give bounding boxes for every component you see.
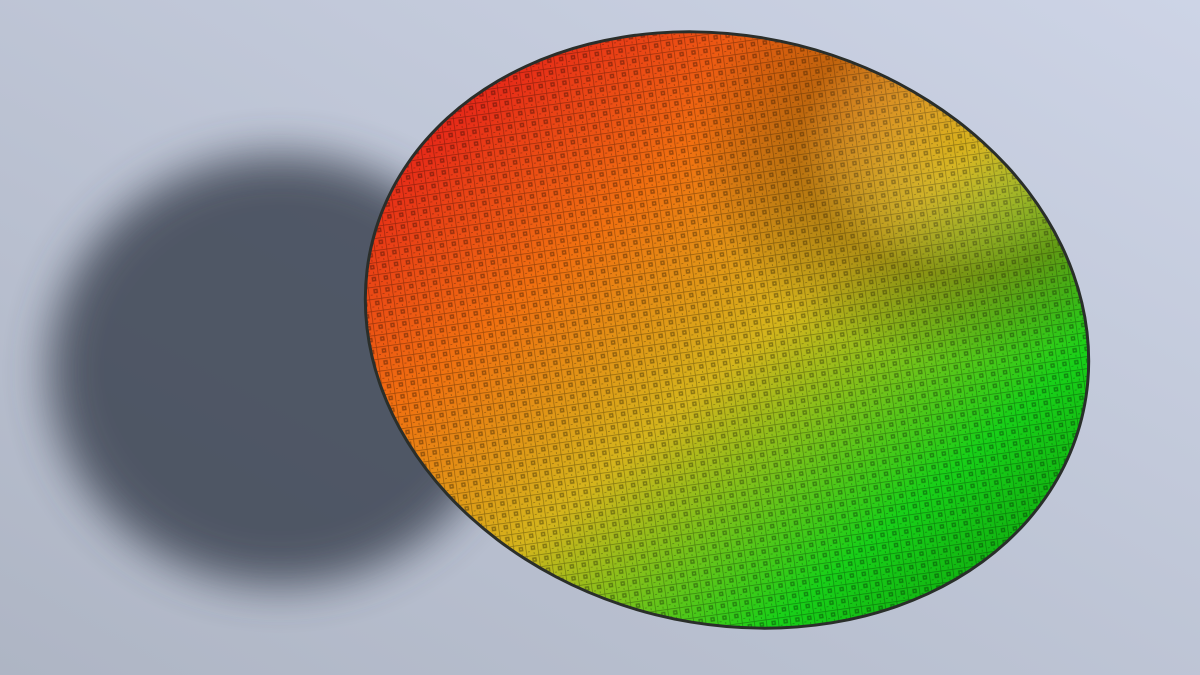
photo-scene [0, 0, 1200, 675]
